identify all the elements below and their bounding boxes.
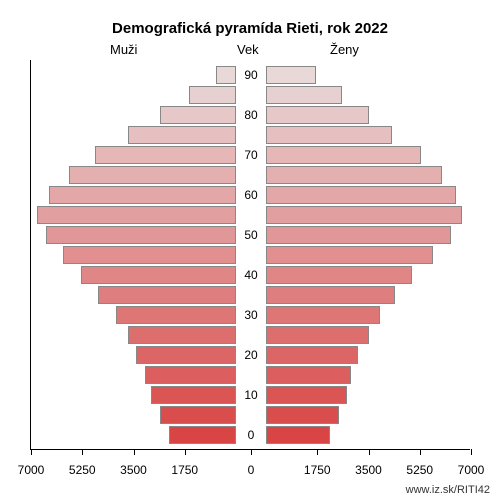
bar-men bbox=[160, 106, 236, 124]
bar-women bbox=[266, 106, 369, 124]
women-header: Ženy bbox=[330, 42, 359, 57]
bar-women bbox=[266, 266, 412, 284]
chart-title: Demografická pyramída Rieti, rok 2022 bbox=[0, 20, 500, 37]
bar-men bbox=[160, 406, 236, 424]
bar-men bbox=[81, 266, 236, 284]
x-tick-label: 0 bbox=[248, 463, 255, 477]
x-tick-label: 7000 bbox=[458, 463, 485, 477]
x-tick bbox=[251, 449, 252, 455]
bar-men bbox=[128, 126, 236, 144]
bar-women bbox=[266, 426, 330, 444]
bar-women bbox=[266, 226, 451, 244]
bar-women bbox=[266, 406, 339, 424]
age-tick-label: 40 bbox=[236, 268, 266, 282]
bar-men bbox=[151, 386, 236, 404]
x-tick bbox=[420, 449, 421, 455]
bar-men bbox=[169, 426, 236, 444]
bar-men bbox=[49, 186, 236, 204]
age-tick-label: 0 bbox=[236, 428, 266, 442]
x-tick-label: 1750 bbox=[171, 463, 198, 477]
bar-women bbox=[266, 146, 421, 164]
bar-men bbox=[37, 206, 236, 224]
bar-women bbox=[266, 326, 369, 344]
x-tick-label: 1750 bbox=[304, 463, 331, 477]
x-tick bbox=[185, 449, 186, 455]
bar-men bbox=[116, 306, 236, 324]
bar-women bbox=[266, 66, 316, 84]
age-tick-label: 20 bbox=[236, 348, 266, 362]
bar-women bbox=[266, 246, 433, 264]
age-tick-label: 30 bbox=[236, 308, 266, 322]
bar-men bbox=[95, 146, 236, 164]
bar-men bbox=[63, 246, 236, 264]
bar-women bbox=[266, 86, 342, 104]
age-header: Vek bbox=[237, 42, 259, 57]
bar-men bbox=[98, 286, 236, 304]
bar-men bbox=[216, 66, 237, 84]
age-tick-label: 50 bbox=[236, 228, 266, 242]
age-tick-label: 90 bbox=[236, 68, 266, 82]
bar-women bbox=[266, 166, 442, 184]
bars-area: 0 10 20 30 40 50 60 70 80 90 bbox=[31, 60, 471, 450]
x-tick-label: 5250 bbox=[406, 463, 433, 477]
pyramid-chart: Demografická pyramída Rieti, rok 2022 Mu… bbox=[0, 0, 500, 500]
x-tick bbox=[369, 449, 370, 455]
bar-women bbox=[266, 206, 462, 224]
source-url: www.iz.sk/RITI42 bbox=[406, 484, 490, 496]
bar-men bbox=[189, 86, 236, 104]
bar-women bbox=[266, 186, 456, 204]
bar-women bbox=[266, 386, 347, 404]
bar-men bbox=[69, 166, 236, 184]
age-tick-label: 70 bbox=[236, 148, 266, 162]
bar-men bbox=[145, 366, 236, 384]
x-tick bbox=[134, 449, 135, 455]
x-tick bbox=[31, 449, 32, 455]
bar-men bbox=[128, 326, 236, 344]
plot-area: 0102030405060708090 70005250350017500175… bbox=[30, 60, 470, 450]
bar-women bbox=[266, 366, 351, 384]
x-tick-label: 7000 bbox=[18, 463, 45, 477]
bar-women bbox=[266, 346, 358, 364]
age-tick-label: 60 bbox=[236, 188, 266, 202]
bar-women bbox=[266, 306, 380, 324]
x-tick-label: 3500 bbox=[355, 463, 382, 477]
x-tick-label: 3500 bbox=[120, 463, 147, 477]
x-tick bbox=[471, 449, 472, 455]
x-tick-label: 5250 bbox=[69, 463, 96, 477]
men-header: Muži bbox=[110, 42, 137, 57]
age-tick-label: 10 bbox=[236, 388, 266, 402]
age-tick-label: 80 bbox=[236, 108, 266, 122]
x-tick bbox=[82, 449, 83, 455]
bar-women bbox=[266, 286, 395, 304]
bar-men bbox=[136, 346, 236, 364]
bar-men bbox=[46, 226, 236, 244]
bar-women bbox=[266, 126, 392, 144]
x-tick bbox=[317, 449, 318, 455]
